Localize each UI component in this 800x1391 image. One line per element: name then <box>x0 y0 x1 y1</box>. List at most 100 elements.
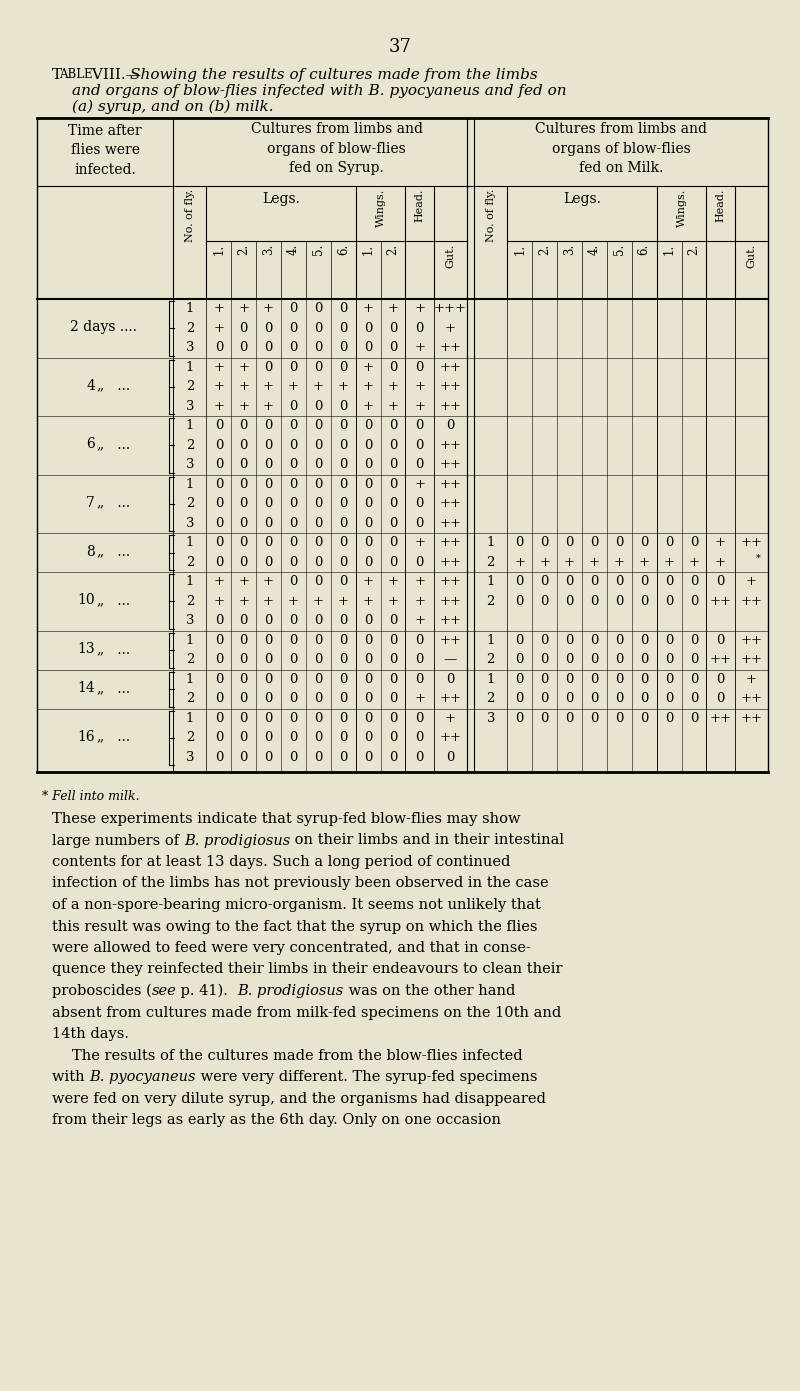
Text: 0: 0 <box>290 516 298 530</box>
Text: 1: 1 <box>186 419 194 433</box>
Text: 0: 0 <box>314 673 322 686</box>
Text: 0: 0 <box>239 458 248 472</box>
Text: 0: 0 <box>314 693 322 705</box>
Text: 2: 2 <box>486 595 495 608</box>
Text: ++: ++ <box>439 438 462 452</box>
Text: 0: 0 <box>364 693 372 705</box>
Text: 0: 0 <box>265 654 273 666</box>
Text: 0: 0 <box>314 516 322 530</box>
Text: 0: 0 <box>214 419 223 433</box>
Text: 0: 0 <box>290 360 298 374</box>
Text: +: + <box>313 380 324 394</box>
Text: 0: 0 <box>239 556 248 569</box>
Text: 0: 0 <box>239 477 248 491</box>
Text: 0: 0 <box>516 537 524 549</box>
Text: B. pyocyaneus: B. pyocyaneus <box>90 1070 196 1084</box>
Text: 0: 0 <box>339 321 347 335</box>
Text: 10: 10 <box>78 593 95 608</box>
Text: infection of the limbs has not previously been observed in the case: infection of the limbs has not previousl… <box>52 876 549 890</box>
Text: +: + <box>263 399 274 413</box>
Text: 0: 0 <box>364 673 372 686</box>
Text: 0: 0 <box>640 595 648 608</box>
Text: Legs.: Legs. <box>563 192 601 206</box>
Text: 0: 0 <box>590 712 598 725</box>
Text: 0: 0 <box>339 477 347 491</box>
Text: +: + <box>387 302 398 316</box>
Text: 0: 0 <box>265 458 273 472</box>
Text: 0: 0 <box>339 537 347 549</box>
Text: 2: 2 <box>186 595 194 608</box>
Text: 1: 1 <box>186 673 194 686</box>
Text: 2: 2 <box>186 732 194 744</box>
Text: 0: 0 <box>314 302 322 316</box>
Text: 0: 0 <box>389 438 398 452</box>
Text: 0: 0 <box>265 497 273 510</box>
Text: 0: 0 <box>239 438 248 452</box>
Text: 0: 0 <box>615 693 623 705</box>
Text: 0: 0 <box>265 712 273 725</box>
Text: 0: 0 <box>590 654 598 666</box>
Text: 0: 0 <box>389 634 398 647</box>
Text: 0: 0 <box>389 537 398 549</box>
Text: ++: ++ <box>710 595 732 608</box>
Text: 3: 3 <box>186 516 194 530</box>
Text: 0: 0 <box>214 634 223 647</box>
Text: 0: 0 <box>541 712 549 725</box>
Text: Showing the results of cultures made from the limbs: Showing the results of cultures made fro… <box>130 68 538 82</box>
Text: 0: 0 <box>290 615 298 627</box>
Text: 0: 0 <box>415 321 424 335</box>
Text: 0: 0 <box>389 654 398 666</box>
Text: 0: 0 <box>415 516 424 530</box>
Text: 0: 0 <box>214 341 223 355</box>
Text: 0: 0 <box>314 341 322 355</box>
Text: 0: 0 <box>290 419 298 433</box>
Text: 0: 0 <box>239 341 248 355</box>
Text: *: * <box>756 554 761 563</box>
Text: 3: 3 <box>186 399 194 413</box>
Text: 0: 0 <box>516 673 524 686</box>
Text: 1: 1 <box>486 537 495 549</box>
Text: 0: 0 <box>566 693 574 705</box>
Text: with: with <box>52 1070 90 1084</box>
Text: 0: 0 <box>239 615 248 627</box>
Text: +: + <box>238 595 250 608</box>
Text: +: + <box>539 556 550 569</box>
Text: 0: 0 <box>415 497 424 510</box>
Text: ++: ++ <box>439 732 462 744</box>
Text: +: + <box>445 712 456 725</box>
Text: 0: 0 <box>239 732 248 744</box>
Text: Head.: Head. <box>716 189 726 223</box>
Text: 0: 0 <box>690 654 698 666</box>
Text: on their limbs and in their intestinal: on their limbs and in their intestinal <box>290 833 564 847</box>
Text: 0: 0 <box>690 693 698 705</box>
Text: large numbers of: large numbers of <box>52 833 184 847</box>
Text: No. of fly.: No. of fly. <box>185 189 195 242</box>
Text: * Fell into milk.: * Fell into milk. <box>42 790 140 803</box>
Text: Gut.: Gut. <box>446 243 455 268</box>
Text: ++: ++ <box>439 458 462 472</box>
Text: +: + <box>263 380 274 394</box>
Text: +: + <box>589 556 600 569</box>
Text: 14: 14 <box>78 682 95 696</box>
Text: 0: 0 <box>717 634 725 647</box>
Text: „   ...: „ ... <box>97 730 130 744</box>
Text: +: + <box>514 556 526 569</box>
Text: from their legs as early as the 6th day. Only on one occasion: from their legs as early as the 6th day.… <box>52 1113 501 1127</box>
Text: 0: 0 <box>615 576 623 588</box>
Text: 0: 0 <box>640 537 648 549</box>
Text: +: + <box>263 302 274 316</box>
Text: ++: ++ <box>741 654 762 666</box>
Text: 0: 0 <box>590 595 598 608</box>
Text: 5.: 5. <box>613 243 626 256</box>
Text: 8: 8 <box>86 544 95 559</box>
Text: 0: 0 <box>339 576 347 588</box>
Text: 0: 0 <box>665 693 674 705</box>
Text: 0: 0 <box>214 751 223 764</box>
Text: 0: 0 <box>364 634 372 647</box>
Text: +: + <box>338 595 349 608</box>
Text: +: + <box>214 302 224 316</box>
Text: ++: ++ <box>439 537 462 549</box>
Text: +: + <box>214 576 224 588</box>
Text: ++: ++ <box>741 595 762 608</box>
Text: 0: 0 <box>364 751 372 764</box>
